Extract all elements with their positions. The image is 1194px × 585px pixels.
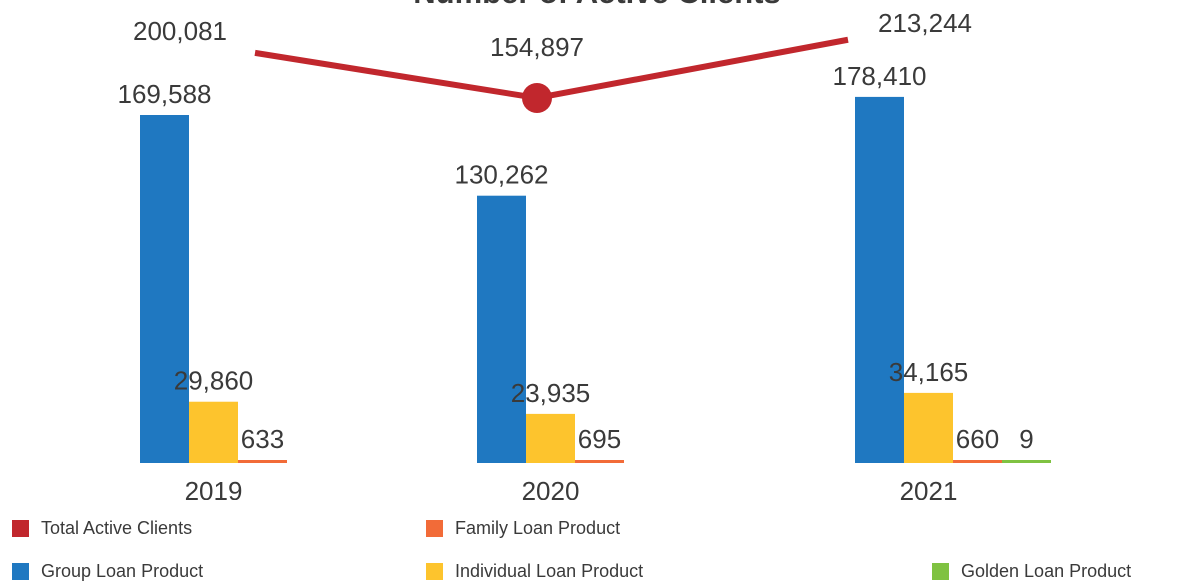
- legend-swatch-family-loan-product: [426, 520, 443, 537]
- legend-label-family-loan-product: Family Loan Product: [455, 518, 621, 538]
- bar-group-loan-product-2019: [140, 115, 189, 463]
- data-label-individual-loan-product-2021: 34,165: [889, 357, 969, 387]
- bar-individual-loan-product-2021: [904, 392, 953, 463]
- data-label-family-loan-product-2019: 633: [241, 424, 284, 454]
- marker-total-active-clients-2020: [522, 83, 552, 113]
- data-label-golden-loan-product-2021: 9: [1019, 424, 1033, 454]
- data-label-total-active-clients-2021: 213,244: [878, 8, 972, 38]
- bar-group-loan-product-2021: [855, 96, 904, 463]
- bar-family-loan-product-2020: [575, 460, 624, 463]
- legend-item-group-loan-product: Group Loan Product: [12, 561, 203, 582]
- data-label-group-loan-product-2020: 130,262: [455, 160, 549, 190]
- x-tick-label-2021: 2021: [900, 476, 958, 500]
- x-tick-label-2020: 2020: [522, 476, 580, 500]
- legend-label-total-active-clients: Total Active Clients: [41, 518, 193, 538]
- bar-family-loan-product-2019: [238, 460, 287, 463]
- data-label-family-loan-product-2021: 660: [956, 424, 999, 454]
- legend-label-individual-loan-product: Individual Loan Product: [455, 561, 644, 581]
- bar-individual-loan-product-2019: [189, 401, 238, 463]
- data-label-individual-loan-product-2020: 23,935: [511, 378, 591, 408]
- bar-group-loan-product-2020: [477, 195, 526, 463]
- active-clients-chart: 169,588 29,860 633 2019 130,262 23,935 695 2020…: [117, 0, 1051, 500]
- data-label-group-loan-product-2019: 169,588: [118, 79, 212, 109]
- legend-swatch-golden-loan-product: [932, 563, 949, 580]
- bar-individual-loan-product-2020: [526, 413, 575, 463]
- bar-family-loan-product-2021: [953, 460, 1002, 463]
- x-tick-label-2019: 2019: [185, 476, 243, 500]
- legend-label-golden-loan-product: Golden Loan Product: [961, 561, 1132, 581]
- legend-item-golden-loan-product: Golden Loan Product: [932, 561, 1131, 582]
- bar-golden-loan-product-2021: [1002, 460, 1051, 463]
- legend-item-family-loan-product: Family Loan Product: [426, 518, 620, 539]
- legend-swatch-individual-loan-product: [426, 563, 443, 580]
- legend-item-individual-loan-product: Individual Loan Product: [426, 561, 643, 582]
- data-label-total-active-clients-2019: 200,081: [133, 16, 227, 46]
- data-label-individual-loan-product-2019: 29,860: [174, 366, 254, 396]
- legend-swatch-total-active-clients: [12, 520, 29, 537]
- legend-swatch-group-loan-product: [12, 563, 29, 580]
- legend-label-group-loan-product: Group Loan Product: [41, 561, 204, 581]
- data-label-group-loan-product-2021: 178,410: [833, 61, 927, 91]
- data-label-family-loan-product-2020: 695: [578, 424, 621, 454]
- chart-title: Number of Active Clients: [413, 0, 780, 10]
- legend-item-total-active-clients: Total Active Clients: [12, 518, 192, 539]
- data-label-total-active-clients-2020: 154,897: [490, 32, 584, 62]
